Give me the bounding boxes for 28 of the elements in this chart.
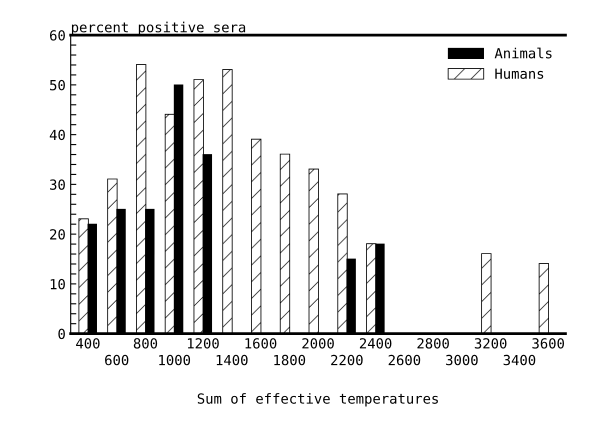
x-axis-title: Sum of effective temperatures [198,393,438,407]
x-tick-label: 600 [105,354,128,366]
x-tick-label: 800 [134,338,158,349]
y-tick-label: 40 [50,130,65,140]
x-tick-label: 3400 [504,354,536,366]
y-tick-label: 0 [58,328,65,340]
x-tick-label: 2800 [417,338,449,349]
x-tick-label: 3200 [474,338,506,349]
y-tick-label: 50 [50,80,65,90]
x-tick-label: 2000 [302,338,334,349]
x-tick-label: 2400 [360,338,392,349]
x-tick-label: 400 [76,338,100,349]
x-tick-label: 1000 [159,354,190,366]
x-tick-label: 2600 [388,354,420,366]
y-tick-label: 60 [50,30,65,41]
legend-label: Humans [495,68,544,79]
y-tick-label: 10 [50,278,65,290]
x-tick-label: 1600 [245,338,276,349]
y-axis-title: percent positive sera [72,22,246,36]
x-tick-label: 3600 [532,338,564,349]
x-tick-label: 2200 [331,354,363,366]
x-tick-label: 3000 [446,354,478,366]
y-tick-label: 30 [50,179,65,190]
y-tick-label: 20 [50,229,65,240]
x-tick-label: 1400 [216,354,248,366]
x-tick-label: 1800 [274,354,306,366]
x-tick-label: 1200 [188,338,219,349]
legend-label: Animals [494,48,552,58]
